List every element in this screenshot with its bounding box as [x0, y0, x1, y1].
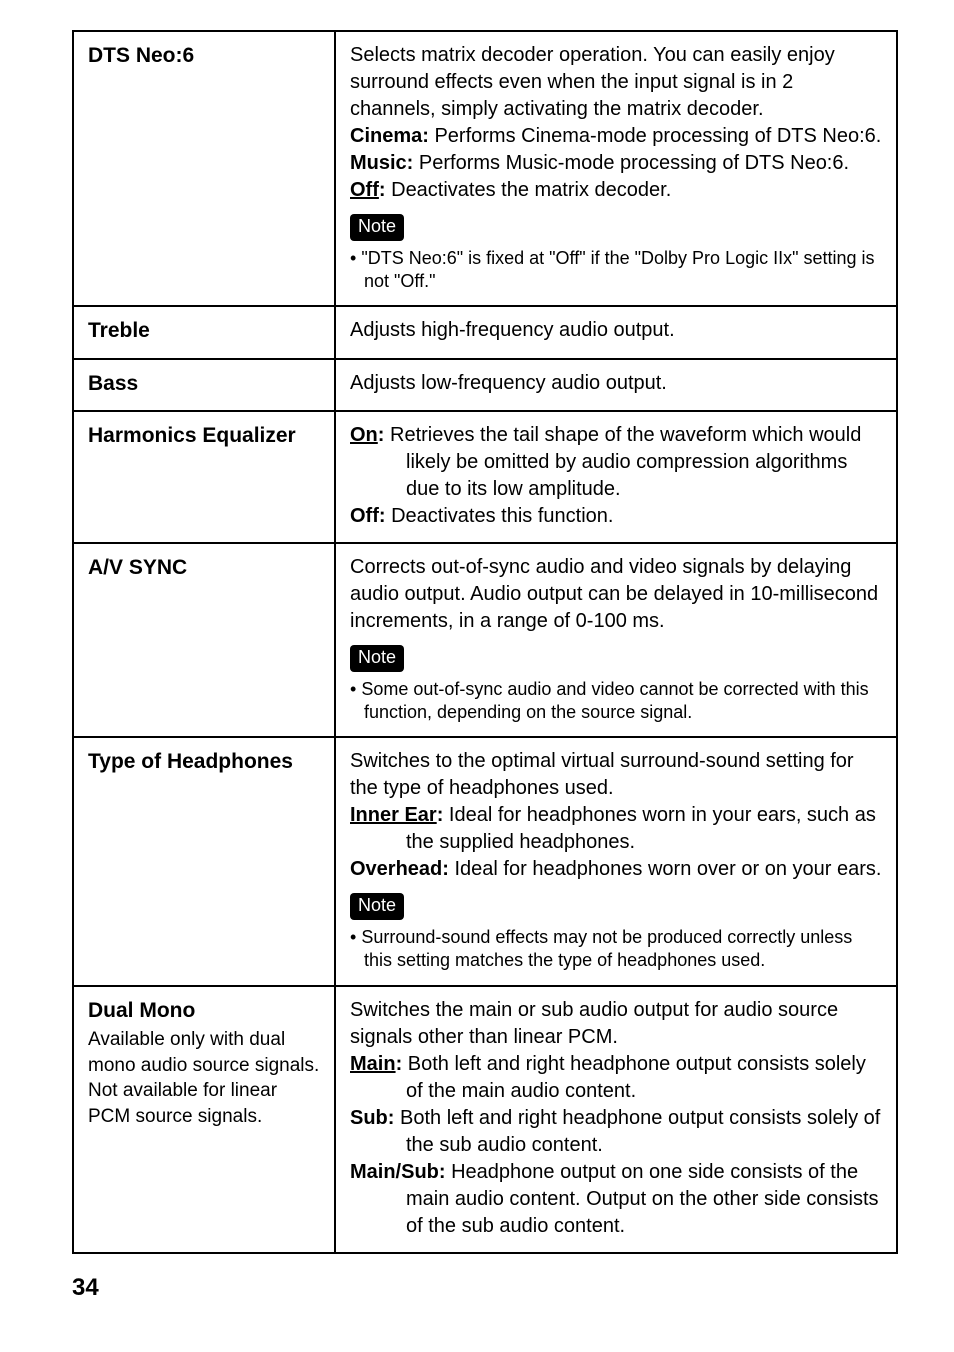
option-text: Performs Music-mode processing of DTS Ne…: [413, 152, 849, 174]
option-text: Deactivates the matrix decoder.: [386, 179, 672, 201]
term-label: Harmonics Equalizer: [88, 422, 320, 450]
note-text: Surround-sound effects may not be produc…: [361, 927, 852, 970]
option-line: Off: Deactivates this function.: [350, 503, 882, 530]
option-label: Music:: [350, 152, 413, 174]
desc-text: Corrects out-of-sync audio and video sig…: [350, 554, 882, 635]
option-line: On: Retrieves the tail shape of the wave…: [350, 422, 882, 503]
option-label: Off:: [350, 179, 386, 201]
term-cell: Type of Headphones: [73, 737, 335, 985]
option-label: Inner Ear:: [350, 804, 443, 826]
settings-table: DTS Neo:6 Selects matrix decoder operati…: [72, 30, 898, 1254]
option-line: Overhead: Ideal for headphones worn over…: [350, 856, 882, 883]
table-row: Treble Adjusts high-frequency audio outp…: [73, 306, 897, 358]
option-text: Ideal for headphones worn over or on you…: [449, 858, 881, 880]
table-row: Dual Mono Available only with dual mono …: [73, 986, 897, 1253]
table-row: A/V SYNC Corrects out-of-sync audio and …: [73, 543, 897, 737]
note-bullet: • Surround-sound effects may not be prod…: [350, 926, 882, 973]
option-text: Both left and right headphone output con…: [402, 1053, 866, 1102]
term-label: Bass: [88, 370, 320, 398]
option-label: On:: [350, 424, 384, 446]
term-cell: Treble: [73, 306, 335, 358]
page-number: 34: [72, 1274, 898, 1302]
desc-text: Adjusts low-frequency audio output.: [350, 370, 882, 397]
note-text: Some out-of-sync audio and video cannot …: [361, 679, 868, 722]
term-label: Treble: [88, 317, 320, 345]
desc-text: Adjusts high-frequency audio output.: [350, 317, 882, 344]
desc-cell: Switches the main or sub audio output fo…: [335, 986, 897, 1253]
term-label: DTS Neo:6: [88, 42, 320, 70]
table-row: Bass Adjusts low-frequency audio output.: [73, 359, 897, 411]
option-text: Performs Cinema-mode processing of DTS N…: [429, 125, 881, 147]
option-text: Both left and right headphone output con…: [394, 1107, 880, 1156]
desc-cell: Selects matrix decoder operation. You ca…: [335, 31, 897, 306]
term-cell: Dual Mono Available only with dual mono …: [73, 986, 335, 1253]
option-line: Inner Ear: Ideal for headphones worn in …: [350, 802, 882, 856]
table-row: Harmonics Equalizer On: Retrieves the ta…: [73, 411, 897, 543]
desc-text: Switches the main or sub audio output fo…: [350, 997, 882, 1051]
term-label: Dual Mono: [88, 997, 320, 1025]
option-line: Cinema: Performs Cinema-mode processing …: [350, 123, 882, 150]
option-line: Main/Sub: Headphone output on one side c…: [350, 1159, 882, 1240]
desc-cell: Adjusts high-frequency audio output.: [335, 306, 897, 358]
option-label: Overhead:: [350, 858, 449, 880]
note-badge: Note: [350, 214, 404, 241]
note-badge: Note: [350, 645, 404, 672]
desc-cell: Adjusts low-frequency audio output.: [335, 359, 897, 411]
option-line: Music: Performs Music-mode processing of…: [350, 150, 882, 177]
table-row: Type of Headphones Switches to the optim…: [73, 737, 897, 985]
term-label: Type of Headphones: [88, 748, 320, 776]
option-text: Deactivates this function.: [386, 505, 614, 527]
option-text: Ideal for headphones worn in your ears, …: [406, 804, 876, 853]
desc-cell: Switches to the optimal virtual surround…: [335, 737, 897, 985]
note-badge: Note: [350, 893, 404, 920]
option-line: Off: Deactivates the matrix decoder.: [350, 177, 882, 204]
option-label: Sub:: [350, 1107, 394, 1129]
option-label: Main/Sub:: [350, 1161, 446, 1183]
table-row: DTS Neo:6 Selects matrix decoder operati…: [73, 31, 897, 306]
option-line: Main: Both left and right headphone outp…: [350, 1051, 882, 1105]
term-subnote: Available only with dual mono audio sour…: [88, 1027, 320, 1130]
note-bullet: • Some out-of-sync audio and video canno…: [350, 678, 882, 725]
option-text: Retrieves the tail shape of the waveform…: [384, 424, 861, 500]
option-label: Cinema:: [350, 125, 429, 147]
desc-cell: On: Retrieves the tail shape of the wave…: [335, 411, 897, 543]
note-text: "DTS Neo:6" is fixed at "Off" if the "Do…: [361, 248, 874, 291]
note-bullet: • "DTS Neo:6" is fixed at "Off" if the "…: [350, 247, 882, 294]
page-container: DTS Neo:6 Selects matrix decoder operati…: [0, 0, 954, 1342]
option-text: Headphone output on one side consists of…: [406, 1161, 879, 1237]
term-cell: Harmonics Equalizer: [73, 411, 335, 543]
term-cell: Bass: [73, 359, 335, 411]
desc-text: Selects matrix decoder operation. You ca…: [350, 42, 882, 123]
term-cell: A/V SYNC: [73, 543, 335, 737]
desc-text: Switches to the optimal virtual surround…: [350, 748, 882, 802]
term-cell: DTS Neo:6: [73, 31, 335, 306]
option-label: Main:: [350, 1053, 402, 1075]
option-line: Sub: Both left and right headphone outpu…: [350, 1105, 882, 1159]
term-label: A/V SYNC: [88, 554, 320, 582]
option-label: Off:: [350, 505, 386, 527]
desc-cell: Corrects out-of-sync audio and video sig…: [335, 543, 897, 737]
